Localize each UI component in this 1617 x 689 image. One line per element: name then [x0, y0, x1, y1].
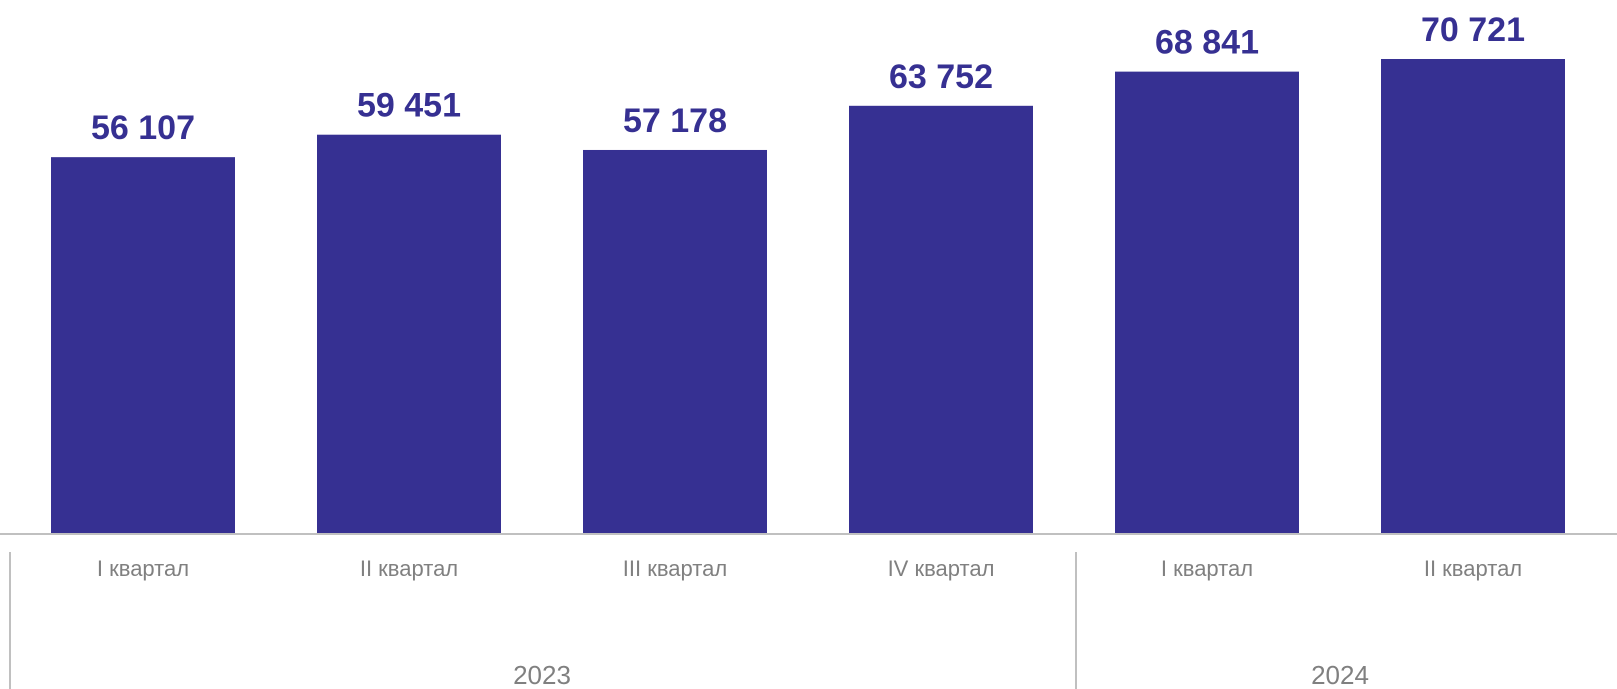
category-tick-labels: I квартал II квартал III квартал IV квартал… — [97, 556, 1522, 581]
value-label-5: 68 841 — [1155, 24, 1259, 62]
value-label-1: 56 107 — [91, 109, 195, 147]
value-label-6: 70 721 — [1421, 11, 1525, 49]
value-labels-layer: 56 107 59 451 57 178 63 752 68 841 70 721 — [91, 11, 1525, 147]
tick-label-6: II квартал — [1424, 556, 1522, 581]
group-separators — [9, 552, 1077, 689]
value-label-3: 57 178 — [623, 102, 727, 140]
bar-1 — [51, 157, 235, 534]
tick-label-1: I квартал — [97, 556, 189, 581]
value-label-2: 59 451 — [357, 87, 461, 125]
value-label-4: 63 752 — [889, 58, 993, 96]
tick-label-3: III квартал — [623, 556, 727, 581]
tick-label-2: II квартал — [360, 556, 458, 581]
bars-layer — [51, 59, 1565, 535]
bar-3 — [583, 149, 767, 534]
tick-label-4: IV квартал — [888, 556, 995, 581]
bar-4 — [849, 105, 1033, 534]
tick-label-5: I квартал — [1161, 556, 1253, 581]
group-label-2023: 2023 — [513, 660, 571, 689]
bar-6 — [1381, 59, 1565, 534]
bar-2 — [317, 134, 501, 534]
group-labels: 2023 2024 — [513, 660, 1369, 689]
group-label-2024: 2024 — [1311, 660, 1369, 689]
bar-5 — [1115, 71, 1299, 535]
